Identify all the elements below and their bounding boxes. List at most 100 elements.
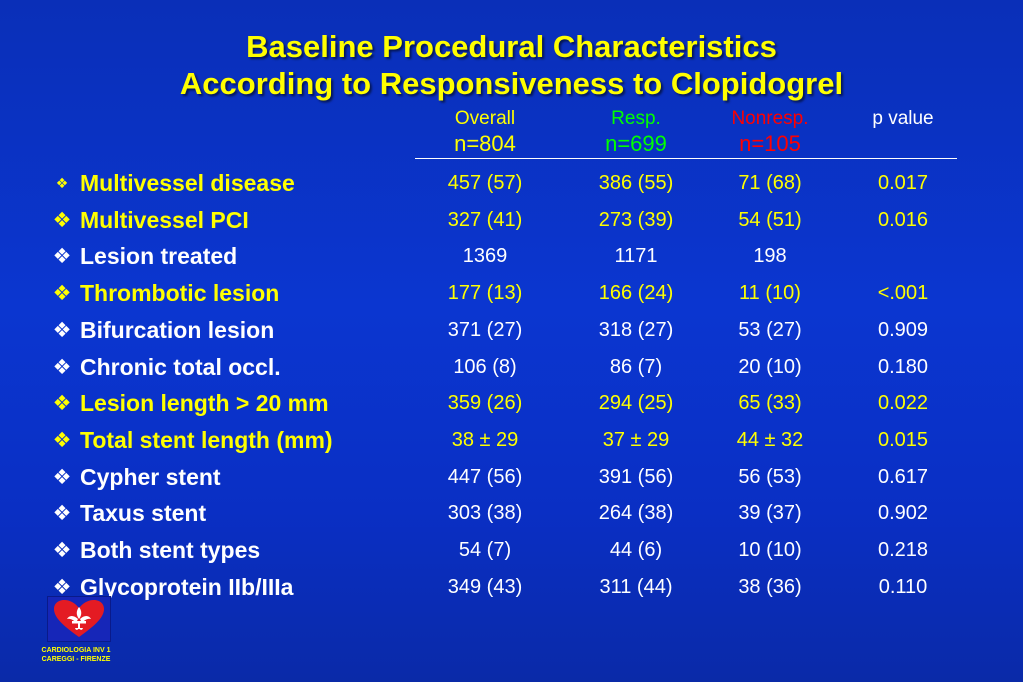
cell-nonresp: 39 (37) (738, 502, 802, 524)
row-label: Chronic total occl. (80, 354, 281, 380)
cell-pvalue: 0.902 (877, 502, 929, 524)
table-row: ❖ Total stent length (mm) 38 ± 29 37 ± 29 44… (0, 422, 1023, 459)
cell-resp: 386 (55) (598, 172, 674, 194)
cell-pvalue: 0.022 (877, 392, 929, 414)
cell-overall: 1369 (462, 245, 508, 267)
cell-resp: 318 (27) (598, 319, 674, 341)
diamond-bullet-icon: ❖ (52, 282, 72, 305)
logo-caption: CARDIOLOGIA INV 1 CAREGGI - FIRENZE (30, 646, 122, 664)
cell-resp: 294 (25) (598, 392, 674, 414)
diamond-bullet-icon: ❖ (52, 392, 72, 415)
cell-nonresp: 20 (10) (738, 356, 802, 378)
cell-pvalue: 0.015 (877, 429, 929, 451)
diamond-bullet-icon: ❖ (55, 175, 69, 191)
row-label: Total stent length (mm) (80, 427, 333, 453)
cell-nonresp: 198 (753, 245, 787, 267)
table-row: ❖ Lesion treated 1369 1171 198 (0, 238, 1023, 275)
cell-resp: 1171 (614, 245, 658, 267)
cell-resp: 311 (44) (599, 576, 673, 598)
slide-title: Baseline Procedural Characteristics Acco… (0, 28, 1023, 102)
cell-pvalue: 0.016 (877, 209, 929, 231)
row-label: Multivessel disease (80, 170, 295, 196)
cell-overall: 106 (8) (453, 356, 517, 378)
cell-resp: 166 (24) (598, 282, 674, 304)
diamond-bullet-icon: ❖ (52, 356, 72, 379)
cell-overall: 359 (26) (447, 392, 523, 414)
table-row: ❖ Both stent types 54 (7) 44 (6) 10 (10) 0.21… (0, 532, 1023, 569)
cell-resp: 86 (7) (609, 356, 663, 378)
cell-resp: 44 (6) (609, 539, 663, 561)
cell-nonresp: 11 (10) (739, 282, 801, 304)
column-header-resp: Resp. n=699 (576, 107, 696, 157)
column-header-overall-label: Overall (454, 108, 516, 129)
table-row: ❖ Bifurcation lesion 371 (27) 318 (27) 53 (2… (0, 312, 1023, 349)
diamond-bullet-icon: ❖ (52, 539, 72, 562)
table-row: ❖ Cypher stent 447 (56) 391 (56) 56 (53) 0.61… (0, 459, 1023, 496)
diamond-bullet-icon: ❖ (52, 502, 72, 525)
table-row: ❖ Taxus stent 303 (38) 264 (38) 39 (37) 0.902 (0, 495, 1023, 532)
cell-nonresp: 65 (33) (738, 392, 802, 414)
column-header-resp-label: Resp. (611, 108, 661, 129)
row-label: Both stent types (80, 537, 261, 563)
cell-pvalue: 0.909 (877, 319, 929, 341)
table-row: ❖ Multivessel disease 457 (57) 386 (55) 71 (… (0, 165, 1023, 202)
diamond-bullet-icon: ❖ (52, 209, 72, 232)
diamond-bullet-icon: ❖ (52, 319, 72, 342)
cell-nonresp: 10 (10) (738, 539, 802, 561)
column-header-nonresp: Nonresp. n=105 (710, 107, 830, 157)
cell-overall: 38 ± 29 (451, 429, 519, 451)
cell-overall: 447 (56) (447, 466, 523, 488)
cell-overall: 54 (7) (458, 539, 512, 561)
cell-overall: 349 (43) (447, 576, 523, 598)
row-label: Bifurcation lesion (80, 317, 275, 343)
column-header-overall-n: n=804 (454, 131, 516, 156)
table-row: ❖ Glycoprotein IIb/IIIa 349 (43) 311 (44) 38… (0, 569, 1023, 606)
header-divider (415, 158, 957, 159)
row-label: Multivessel PCI (80, 207, 249, 233)
cell-nonresp: 56 (53) (738, 466, 802, 488)
cell-pvalue: 0.180 (877, 356, 929, 378)
column-header-nonresp-label: Nonresp. (731, 108, 809, 129)
cell-pvalue: 0.017 (877, 172, 929, 194)
diamond-bullet-icon: ❖ (52, 429, 72, 452)
column-header-pvalue: p value (843, 107, 963, 131)
cell-nonresp: 71 (68) (738, 172, 802, 194)
logo-caption-line-2: CAREGGI - FIRENZE (41, 656, 111, 663)
diamond-bullet-icon: ❖ (52, 245, 72, 268)
row-label: Lesion treated (80, 243, 238, 269)
diamond-bullet-icon: ❖ (52, 466, 72, 489)
cell-overall: 177 (13) (447, 282, 523, 304)
cell-pvalue: <.001 (877, 282, 929, 304)
cell-overall: 371 (27) (447, 319, 523, 341)
title-line-2: According to Responsiveness to Clopidogr… (179, 66, 844, 101)
cell-resp: 37 ± 29 (602, 429, 670, 451)
row-label: Lesion length > 20 mm (80, 390, 329, 416)
cell-overall: 327 (41) (447, 209, 523, 231)
table-row: ❖ Thrombotic lesion 177 (13) 166 (24) 11 (10… (0, 275, 1023, 312)
logo-caption-line-1: CARDIOLOGIA INV 1 (41, 647, 111, 654)
table-row: ❖ Multivessel PCI 327 (41) 273 (39) 54 (51) 0… (0, 202, 1023, 239)
cell-pvalue: 0.617 (877, 466, 929, 488)
cell-nonresp: 53 (27) (738, 319, 802, 341)
column-header-pvalue-label: p value (872, 108, 934, 129)
cell-nonresp: 54 (51) (738, 209, 802, 231)
cell-nonresp: 38 (36) (738, 576, 802, 598)
column-header-overall: Overall n=804 (425, 107, 545, 157)
cell-pvalue: 0.218 (877, 539, 929, 561)
column-header-nonresp-n: n=105 (739, 131, 801, 156)
table-row: ❖ Chronic total occl. 106 (8) 86 (7) 20 (10)… (0, 349, 1023, 386)
row-label: Glycoprotein IIb/IIIa (80, 574, 294, 600)
row-label: Thrombotic lesion (80, 280, 280, 306)
diamond-bullet-icon: ❖ (52, 576, 72, 599)
cell-resp: 264 (38) (598, 502, 674, 524)
cell-resp: 391 (56) (598, 466, 674, 488)
cell-overall: 303 (38) (447, 502, 523, 524)
cell-nonresp: 44 ± 32 (736, 429, 804, 451)
cell-pvalue: 0.110 (878, 576, 928, 598)
column-header-resp-n: n=699 (605, 131, 667, 156)
cell-resp: 273 (39) (598, 209, 674, 231)
row-label: Cypher stent (80, 464, 221, 490)
table-row: ❖ Lesion length > 20 mm 359 (26) 294 (25) 65… (0, 385, 1023, 422)
cell-overall: 457 (57) (447, 172, 523, 194)
heart-lily-icon (54, 600, 104, 637)
